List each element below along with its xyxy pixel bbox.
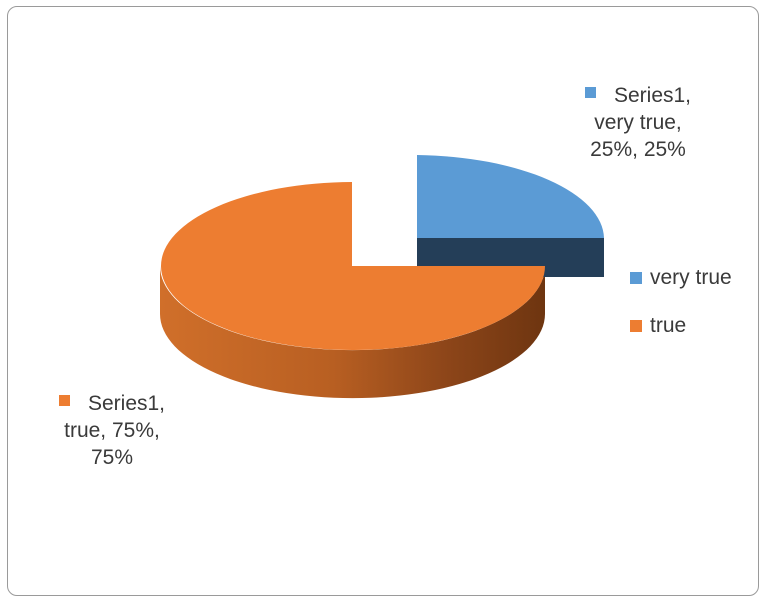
data-label-true: Series1, true, 75%, 75% <box>22 390 202 471</box>
data-label-true-key <box>58 395 70 406</box>
data-label-very-true-line3: 25%, 25% <box>590 138 686 161</box>
legend-label-true: true <box>650 314 687 337</box>
pie-slice-true <box>161 182 546 350</box>
data-label-very-true-line1: Series1, <box>613 84 692 107</box>
data-label-very-true-line2: very true, <box>594 111 682 134</box>
data-label-very-true-key <box>584 87 596 98</box>
legend-label-very-true: very true <box>650 266 732 289</box>
legend-item-very-true: very true <box>630 265 732 291</box>
data-label-true-line3: 75% <box>90 446 134 469</box>
legend-key-true <box>630 320 642 332</box>
pie-slice-true-side <box>160 266 545 399</box>
data-label-true-line1: Series1, <box>87 392 166 415</box>
legend-key-very-true <box>630 272 642 284</box>
pie-slice-very-true <box>417 155 604 238</box>
chart-legend: very true true <box>630 265 732 361</box>
data-label-very-true: Series1, very true, 25%, 25% <box>548 82 728 163</box>
data-label-true-line2: true, 75%, <box>64 419 160 442</box>
legend-item-true: true <box>630 313 732 339</box>
